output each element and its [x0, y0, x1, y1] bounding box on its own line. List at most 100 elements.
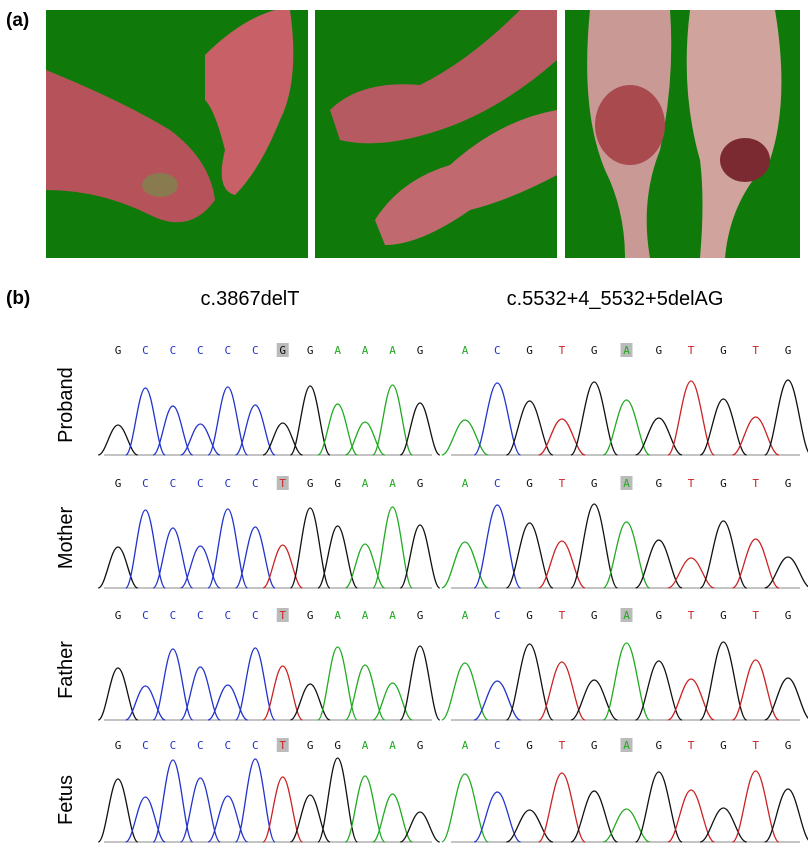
base-call: T	[752, 344, 759, 357]
row-label: Father	[55, 641, 77, 699]
base-call: G	[785, 739, 792, 752]
base-call: G	[591, 739, 598, 752]
base-call: G	[526, 609, 533, 622]
base-call: G	[307, 344, 314, 357]
base-call: G	[591, 609, 598, 622]
base-call: G	[655, 609, 662, 622]
base-call: T	[559, 477, 566, 490]
base-call: G	[785, 477, 792, 490]
base-call: T	[279, 609, 286, 622]
base-call: C	[494, 477, 501, 490]
photo-legs	[565, 10, 800, 258]
base-call: A	[389, 344, 396, 357]
base-call: C	[142, 477, 149, 490]
base-call: A	[462, 609, 469, 622]
base-call: G	[720, 609, 727, 622]
base-call: A	[389, 609, 396, 622]
trace-peak	[539, 541, 586, 588]
base-call: G	[720, 477, 727, 490]
base-call: A	[362, 609, 369, 622]
base-call: G	[591, 344, 598, 357]
base-call: T	[559, 344, 566, 357]
trace-peak	[442, 542, 489, 588]
figure: (a) (b) c.3867delT c.5532+4_5532+5delAG …	[0, 0, 808, 844]
base-call: T	[752, 609, 759, 622]
base-call: G	[417, 344, 424, 357]
base-call: T	[752, 477, 759, 490]
base-call: A	[623, 739, 630, 752]
base-call: G	[115, 609, 122, 622]
base-call: C	[494, 609, 501, 622]
base-call: G	[655, 344, 662, 357]
base-call: G	[655, 739, 662, 752]
base-call: G	[720, 739, 727, 752]
base-call: C	[197, 477, 204, 490]
base-call: A	[334, 344, 341, 357]
photo-feet	[315, 10, 557, 258]
trace-peak	[400, 646, 440, 720]
base-call: T	[688, 609, 695, 622]
base-call: G	[417, 477, 424, 490]
trace-peak	[400, 403, 440, 455]
base-call: C	[170, 344, 177, 357]
base-call: G	[526, 477, 533, 490]
panel-label: (a)	[6, 10, 29, 31]
row-label: Proband	[55, 367, 77, 443]
base-call: G	[785, 344, 792, 357]
base-call: C	[252, 344, 259, 357]
base-call: G	[307, 739, 314, 752]
base-call: G	[307, 477, 314, 490]
mutation-title: c.5532+4_5532+5delAG	[507, 288, 724, 310]
base-call: T	[559, 739, 566, 752]
trace-peak	[208, 796, 248, 842]
base-call: C	[142, 739, 149, 752]
base-call: C	[252, 477, 259, 490]
base-call: T	[688, 344, 695, 357]
trace-peak	[290, 795, 330, 842]
base-call: C	[252, 609, 259, 622]
base-call: C	[494, 739, 501, 752]
trace-peak	[345, 544, 385, 588]
base-call: G	[334, 739, 341, 752]
base-call: T	[688, 739, 695, 752]
base-call: C	[142, 344, 149, 357]
base-call: G	[591, 477, 598, 490]
base-call: A	[362, 344, 369, 357]
mutation-title: c.3867delT	[201, 288, 300, 310]
base-call: A	[462, 477, 469, 490]
base-call: G	[417, 609, 424, 622]
base-call: G	[334, 477, 341, 490]
base-call: G	[115, 344, 122, 357]
base-call: A	[389, 477, 396, 490]
base-call: C	[225, 477, 232, 490]
base-call: C	[170, 609, 177, 622]
base-call: C	[197, 609, 204, 622]
base-call: C	[225, 739, 232, 752]
base-call: T	[752, 739, 759, 752]
base-call: A	[462, 344, 469, 357]
base-call: C	[197, 739, 204, 752]
base-call: G	[115, 739, 122, 752]
base-call: G	[115, 477, 122, 490]
base-call: G	[417, 739, 424, 752]
base-call: T	[688, 477, 695, 490]
trace-peak	[765, 678, 808, 720]
base-call: C	[170, 477, 177, 490]
base-call: A	[389, 739, 396, 752]
base-call: G	[785, 609, 792, 622]
base-call: A	[623, 477, 630, 490]
base-call: G	[526, 344, 533, 357]
row-label: Fetus	[55, 775, 77, 825]
base-call: C	[494, 344, 501, 357]
base-call: A	[362, 477, 369, 490]
base-call: G	[307, 609, 314, 622]
base-call: C	[225, 609, 232, 622]
trace-peak	[765, 789, 808, 842]
trace-peak	[765, 557, 808, 588]
base-call: C	[252, 739, 259, 752]
row-label: Mother	[55, 507, 77, 570]
base-call: A	[623, 609, 630, 622]
trace-peak	[400, 812, 440, 842]
base-call: G	[720, 344, 727, 357]
base-call: G	[526, 739, 533, 752]
